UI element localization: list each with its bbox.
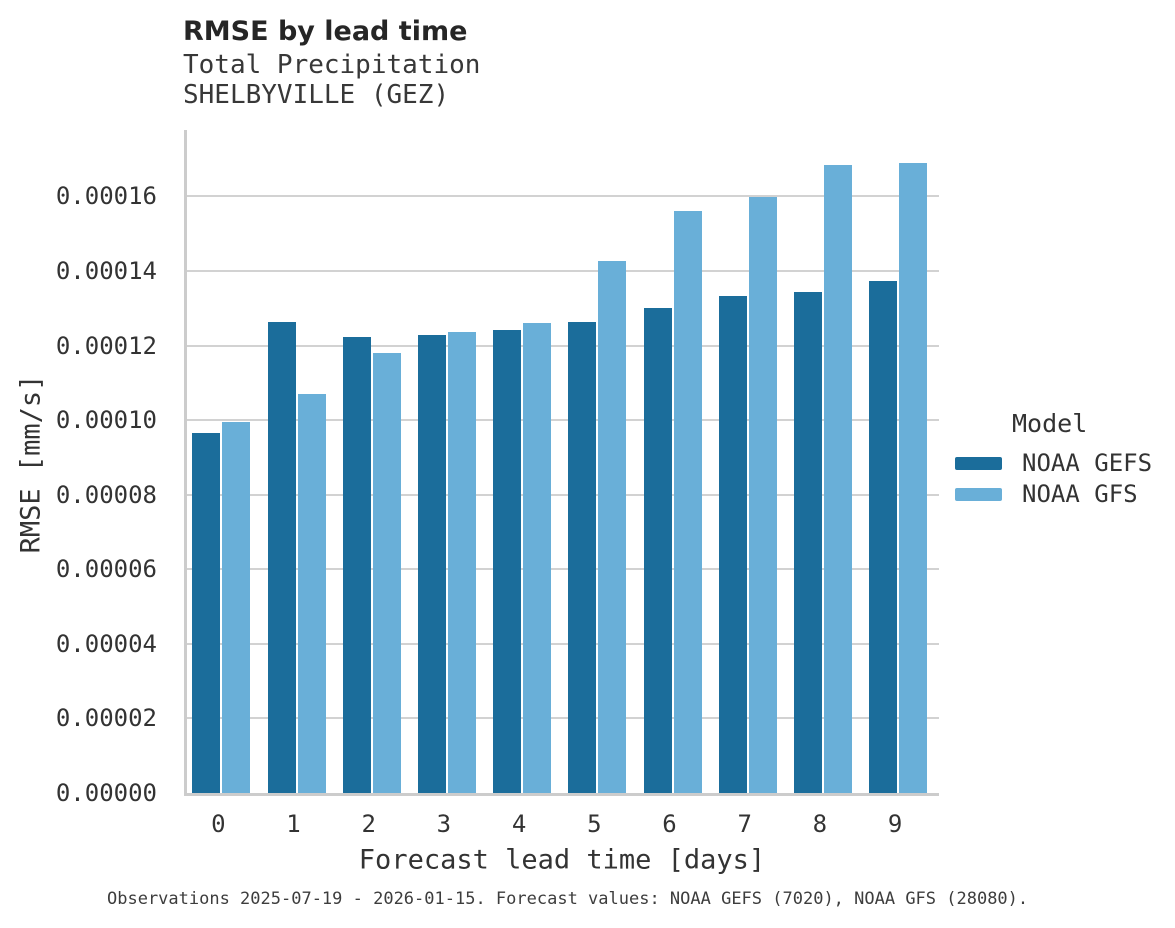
bar-noaa-gefs-day-7 xyxy=(718,295,747,793)
bar-noaa-gefs-day-5 xyxy=(568,322,597,793)
bar-noaa-gefs-day-9 xyxy=(869,281,898,793)
gridline xyxy=(187,419,939,422)
chart-subtitle-variable: Total Precipitation xyxy=(183,50,481,80)
y-tick-label: 0.00000 xyxy=(55,779,157,807)
x-tick-label: 5 xyxy=(587,810,602,838)
legend-entry-noaa-gfs: NOAA GFS xyxy=(955,480,1152,508)
gridline xyxy=(187,195,939,198)
gridline xyxy=(187,344,939,347)
x-tick-label: 7 xyxy=(737,810,752,838)
bar-noaa-gfs-day-0 xyxy=(222,422,251,793)
bar-noaa-gefs-day-4 xyxy=(493,329,522,793)
bar-noaa-gefs-day-1 xyxy=(267,321,296,793)
bar-noaa-gfs-day-5 xyxy=(598,260,627,793)
bar-noaa-gfs-day-6 xyxy=(673,210,702,793)
bar-noaa-gfs-day-4 xyxy=(523,323,552,793)
x-axis-label: Forecast lead time [days] xyxy=(358,844,766,876)
x-tick-label: 8 xyxy=(812,810,828,838)
y-tick-label: 0.00004 xyxy=(55,629,157,658)
legend-entries: NOAA GEFS NOAA GFS xyxy=(955,449,1153,508)
bar-noaa-gfs-day-9 xyxy=(899,162,928,793)
legend-label: NOAA GFS xyxy=(1022,480,1138,508)
bar-noaa-gefs-day-6 xyxy=(643,308,672,793)
y-tick-label: 0.00012 xyxy=(55,331,157,360)
legend: Model NOAA GEFS NOAA GFS xyxy=(955,409,1153,508)
x-tick-label: 0 xyxy=(211,810,226,838)
gridline xyxy=(187,717,939,720)
legend-label: NOAA GEFS xyxy=(1022,449,1153,477)
x-tick-label: 4 xyxy=(511,810,527,838)
gridline xyxy=(187,568,939,571)
legend-title: Model xyxy=(1012,409,1088,438)
chart-subtitle-station: SHELBYVILLE (GEZ) xyxy=(183,80,450,110)
x-tick-label: 9 xyxy=(887,810,903,838)
x-tick-label: 3 xyxy=(436,810,452,838)
gridline xyxy=(187,269,939,272)
y-axis-label: RMSE [mm/s] xyxy=(15,374,47,554)
bar-noaa-gfs-day-1 xyxy=(297,394,326,793)
legend-swatch-icon xyxy=(955,487,1002,501)
gridline xyxy=(187,493,939,496)
bar-noaa-gfs-day-8 xyxy=(823,164,852,793)
y-tick-label: 0.00006 xyxy=(55,555,157,584)
chart-title: RMSE by lead time xyxy=(183,16,468,47)
x-tick-label: 2 xyxy=(361,810,376,838)
y-tick-label: 0.00014 xyxy=(55,256,157,285)
footer-caption: Observations 2025-07-19 - 2026-01-15. Fo… xyxy=(107,889,1029,909)
legend-entry-noaa-gefs: NOAA GEFS xyxy=(955,449,1153,477)
y-tick-label: 0.00002 xyxy=(55,704,157,733)
legend-swatch-icon xyxy=(955,456,1002,470)
gridline xyxy=(187,642,939,645)
bar-noaa-gefs-day-0 xyxy=(192,433,221,793)
bar-noaa-gfs-day-3 xyxy=(447,331,476,793)
y-tick-label: 0.00008 xyxy=(55,480,157,509)
x-tick-label: 6 xyxy=(662,810,677,838)
y-tick-label: 0.00010 xyxy=(55,406,157,435)
plot-area xyxy=(184,130,939,796)
bar-noaa-gfs-day-7 xyxy=(748,197,777,793)
x-tick-label: 1 xyxy=(286,810,301,838)
bar-noaa-gefs-day-8 xyxy=(793,292,822,793)
bar-noaa-gefs-day-3 xyxy=(417,335,446,793)
bar-noaa-gefs-day-2 xyxy=(342,337,371,793)
y-tick-label: 0.00016 xyxy=(55,182,157,211)
bar-noaa-gfs-day-2 xyxy=(372,352,401,793)
